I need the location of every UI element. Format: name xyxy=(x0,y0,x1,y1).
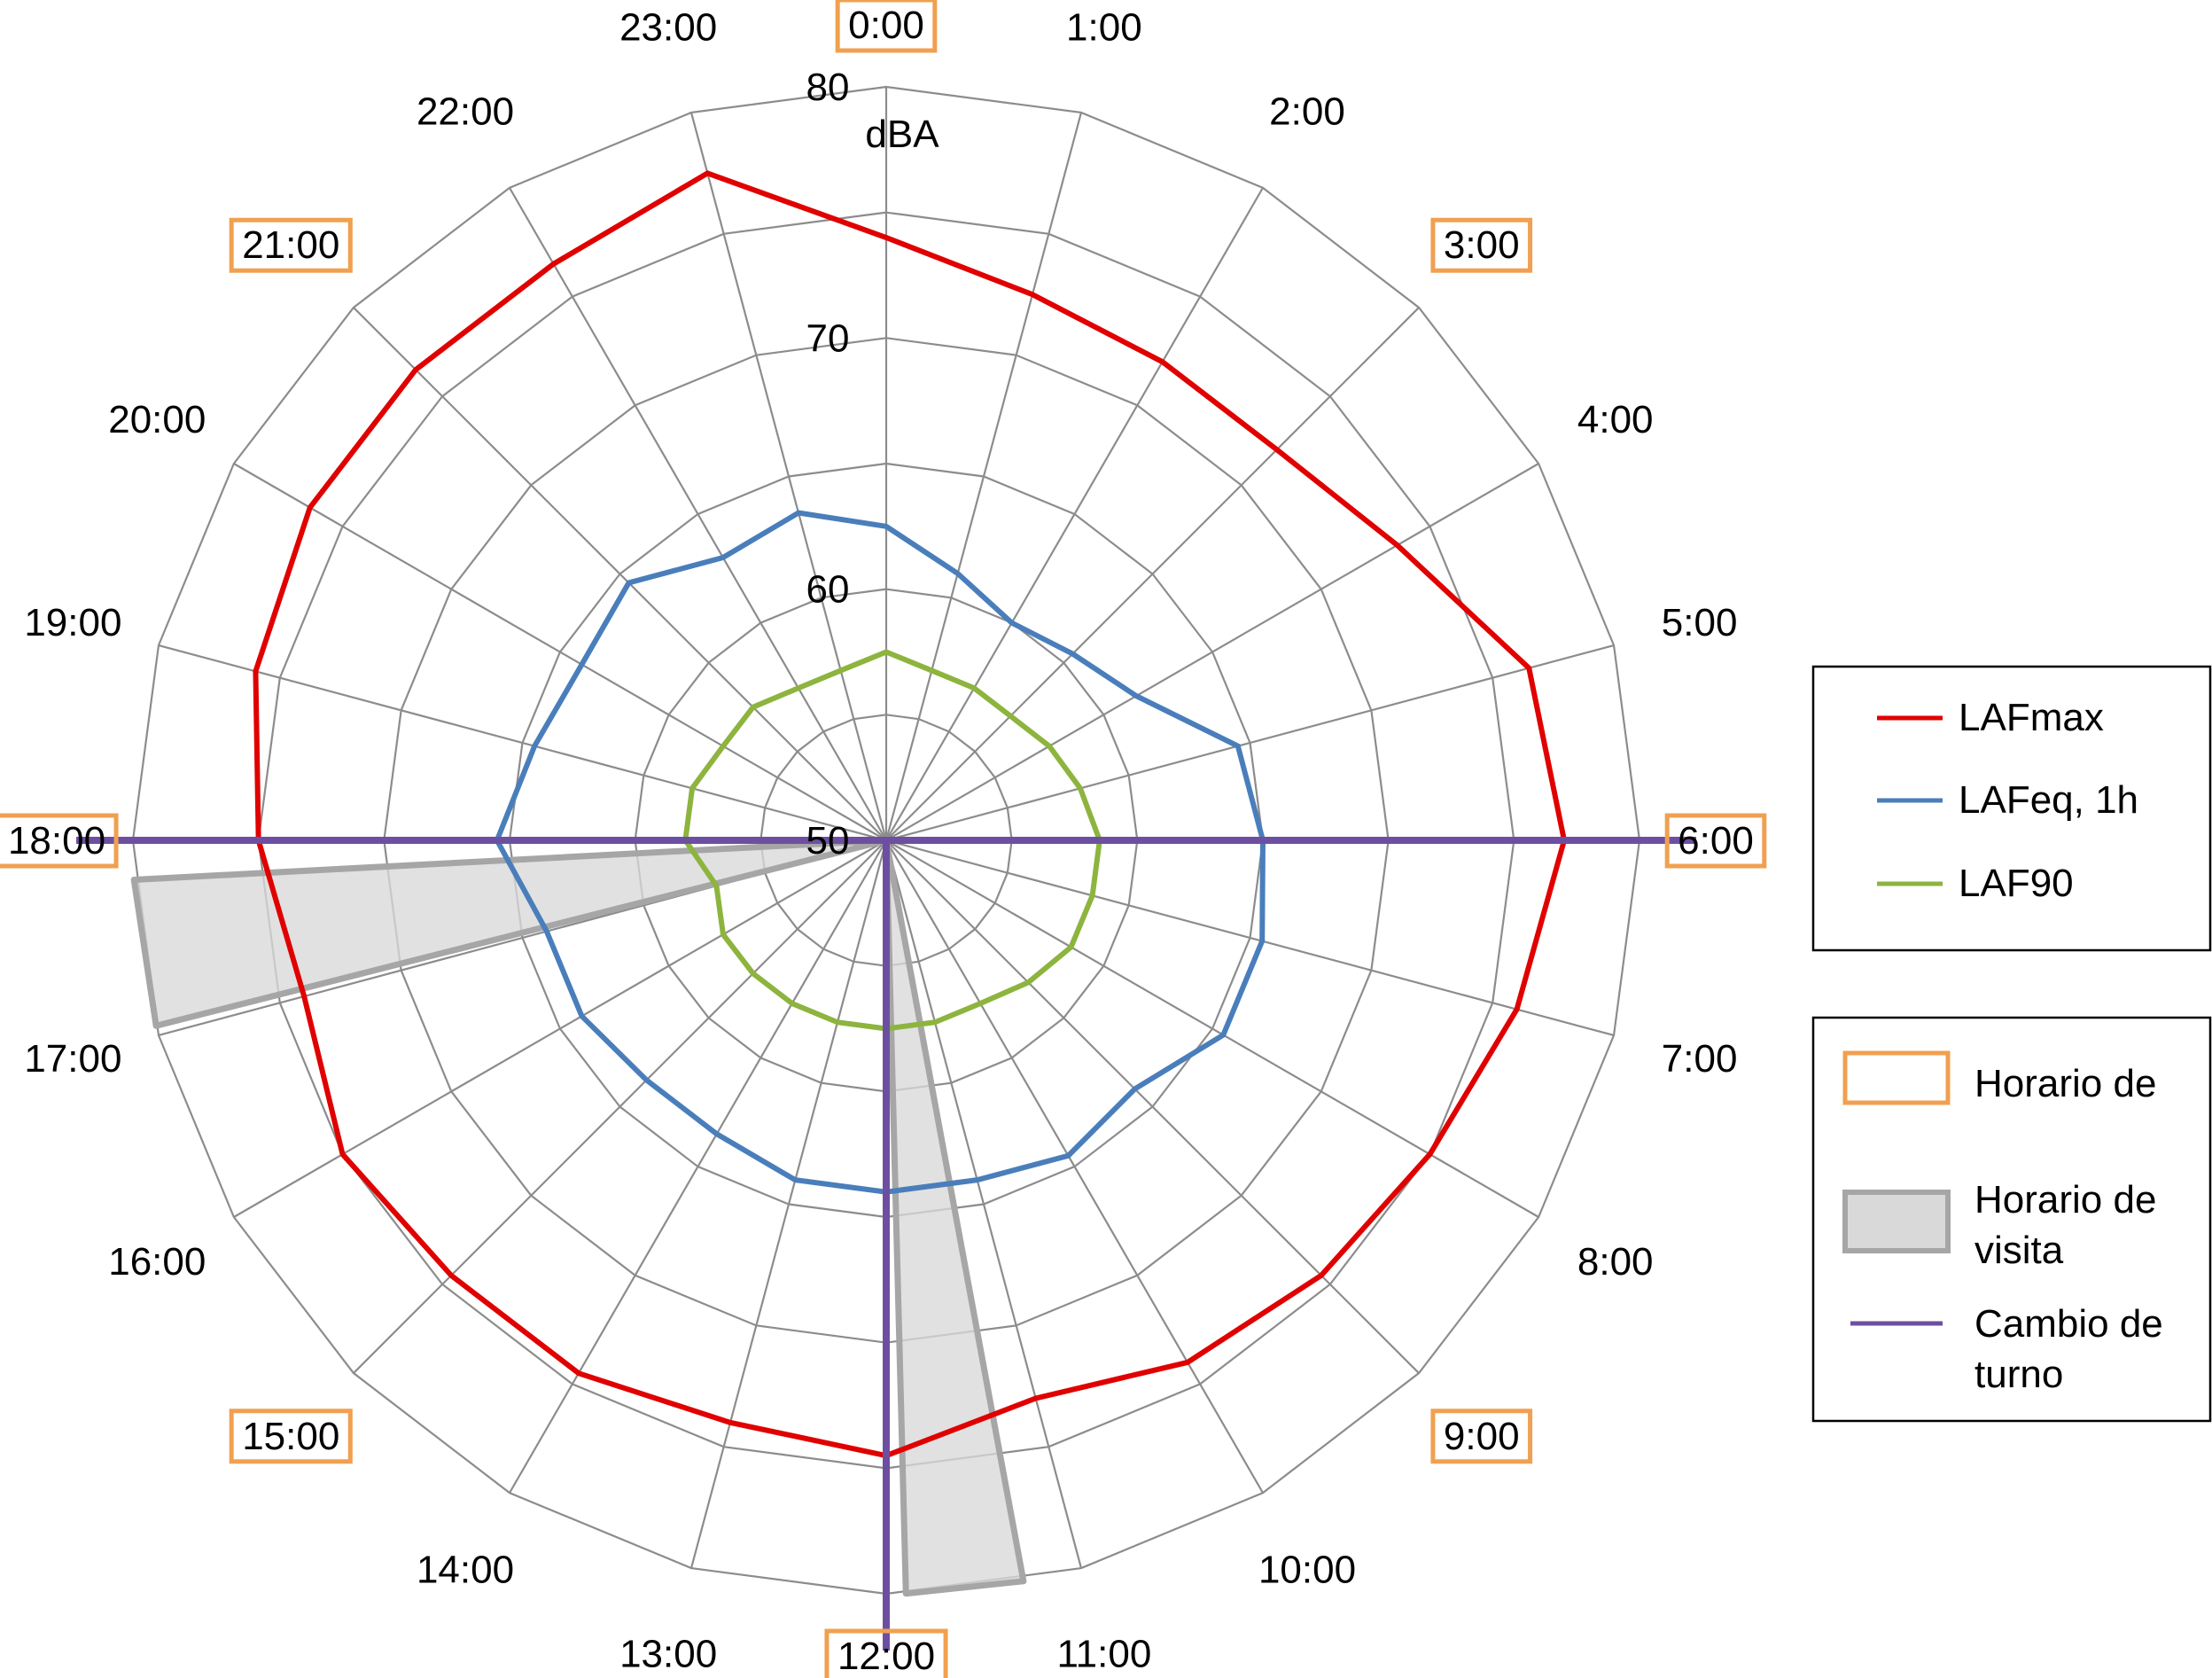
hour-label: 5:00 xyxy=(1662,601,1738,644)
hour-label: 1:00 xyxy=(1066,5,1142,49)
tick-label: 80 xyxy=(806,66,850,109)
hour-highlight-box xyxy=(824,1628,948,1678)
legend-label-lafmax: LAFmax xyxy=(1959,696,2104,739)
hour-label: 6:00 xyxy=(1678,819,1754,862)
legend-symbols: Horario de Horario de visita Cambio de t… xyxy=(1811,1016,2212,1423)
grid-spoke xyxy=(353,839,887,1374)
grid-spoke xyxy=(885,307,1420,841)
legend-label-visiting-hours-line1: Horario de xyxy=(1974,1178,2156,1221)
legend-label-shift-change-line1: Cambio de xyxy=(1974,1302,2163,1346)
tick-label: 70 xyxy=(806,316,850,360)
legend-label-visiting-hours-line2: visita xyxy=(1974,1229,2064,1272)
grid-spoke xyxy=(158,644,887,842)
legend-label-shift-change-line2: turno xyxy=(1974,1353,2063,1396)
hour-label: 12:00 xyxy=(837,1635,935,1678)
legend-series-frame xyxy=(1811,665,2212,952)
hour-highlight-box xyxy=(1430,217,1533,273)
grid-spoke xyxy=(884,839,1083,1569)
hour-label: 19:00 xyxy=(24,601,121,644)
hour-label: 15:00 xyxy=(242,1415,339,1458)
hour-label: 9:00 xyxy=(1444,1415,1520,1458)
hour-label: 22:00 xyxy=(417,90,514,133)
grid-spoke xyxy=(885,839,1420,1374)
hour-label: 20:00 xyxy=(108,398,206,441)
grid-spoke xyxy=(885,644,1615,842)
hour-label: 23:00 xyxy=(619,5,717,49)
hour-label: 21:00 xyxy=(242,223,339,267)
grid-spoke xyxy=(353,307,887,841)
legend-label-laf90: LAF90 xyxy=(1959,862,2074,905)
grid-spoke xyxy=(884,112,1083,841)
legend-swatch-highlight-box xyxy=(1842,1050,1951,1105)
hour-label: 8:00 xyxy=(1577,1240,1654,1284)
hour-highlight-box xyxy=(1664,813,1767,869)
hour-label: 0:00 xyxy=(848,4,924,47)
grid-spoke xyxy=(233,463,887,841)
legend-label-highlight-box: Horario de xyxy=(1974,1062,2156,1105)
hour-highlight-box xyxy=(0,813,119,869)
hour-highlight-box xyxy=(1430,1409,1533,1464)
shift-change-lines xyxy=(76,837,1696,1651)
grid-spoke xyxy=(689,839,888,1569)
legend-swatch-visiting-hours xyxy=(1842,1190,1951,1253)
hour-label: 13:00 xyxy=(619,1633,717,1676)
grid-spoke xyxy=(885,839,1264,1494)
grid-spoke xyxy=(689,112,888,841)
unit-label: dBA xyxy=(865,113,939,156)
hour-label: 11:00 xyxy=(1056,1633,1151,1676)
grid-spoke xyxy=(885,187,1264,841)
hour-label: 3:00 xyxy=(1444,223,1520,267)
tick-label: 60 xyxy=(806,568,850,612)
grid-spoke xyxy=(885,839,1615,1037)
visiting-hours-areas xyxy=(130,837,1027,1597)
hour-label: 16:00 xyxy=(108,1240,206,1284)
hour-highlight-box xyxy=(835,0,938,53)
hour-label: 14:00 xyxy=(417,1549,514,1592)
grid-spoke xyxy=(885,463,1539,841)
hour-highlight-box xyxy=(229,1409,353,1464)
hour-label: 7:00 xyxy=(1662,1037,1738,1081)
radial-tick-labels: dBA 50 60 70 80 xyxy=(806,66,940,862)
legend-series: LAFmax LAFeq, 1h LAF90 xyxy=(1811,665,2212,952)
hour-label: 10:00 xyxy=(1258,1549,1356,1592)
legend-label-lafeq: LAFeq, 1h xyxy=(1959,778,2138,822)
grid-spoke xyxy=(509,187,887,841)
hour-label: 2:00 xyxy=(1269,90,1345,133)
hour-label: 18:00 xyxy=(8,819,105,862)
hour-label: 17:00 xyxy=(24,1037,121,1081)
hour-highlight-box xyxy=(229,217,353,273)
visiting-hours-area xyxy=(883,837,1027,1597)
grid-spoke xyxy=(509,839,887,1494)
grid-spoke xyxy=(885,839,1539,1218)
tick-label: 50 xyxy=(806,819,850,862)
hour-labels: 0:00 1:00 2:00 3:00 4:00 5:00 6:00 7:00 8:00 9:00… xyxy=(0,0,1767,1678)
hour-label: 4:00 xyxy=(1577,398,1654,441)
